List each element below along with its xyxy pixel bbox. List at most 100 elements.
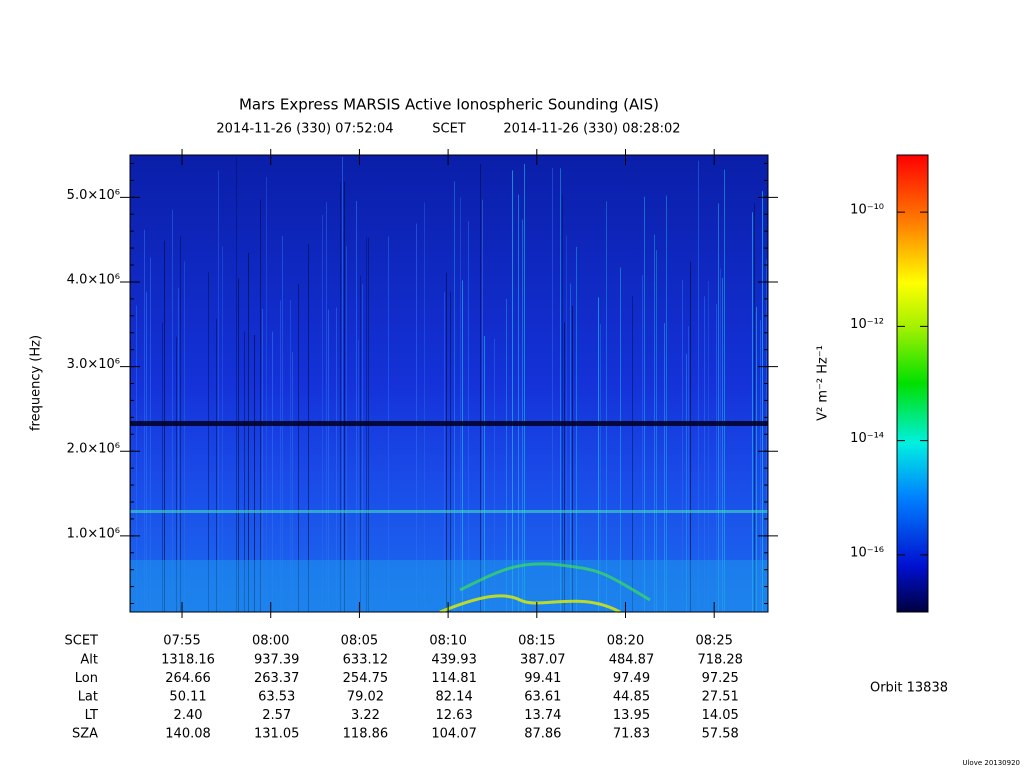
texture <box>576 246 577 612</box>
ephemeris-row-label: LT <box>85 708 98 723</box>
y-tick-label: 4.0×10⁶ <box>67 272 120 287</box>
ephemeris-value: 718.28 <box>697 653 743 668</box>
texture <box>248 252 249 613</box>
ephemeris-value: 12.63 <box>436 708 473 723</box>
texture <box>439 594 621 614</box>
texture <box>358 340 359 612</box>
ephemeris-value: 2.40 <box>174 708 203 723</box>
texture <box>446 272 447 612</box>
texture <box>272 331 273 612</box>
texture <box>642 275 643 612</box>
texture <box>280 300 281 612</box>
texture <box>459 562 651 602</box>
ephemeris-value: 97.25 <box>702 671 739 686</box>
ephemeris-value: 104.07 <box>431 727 477 742</box>
ephemeris-value: 97.49 <box>613 671 650 686</box>
texture <box>656 250 657 613</box>
ephemeris-row-label: Lat <box>78 690 98 705</box>
texture <box>130 510 768 513</box>
texture <box>606 201 607 613</box>
texture <box>146 291 147 612</box>
texture <box>644 196 645 613</box>
texture <box>340 182 341 612</box>
texture <box>326 202 327 612</box>
texture <box>720 268 721 612</box>
texture <box>460 197 461 612</box>
ephemeris-value: 50.11 <box>169 690 206 705</box>
texture <box>162 322 163 612</box>
ephemeris-row-label: Lon <box>75 671 98 686</box>
texture <box>564 322 565 612</box>
x-tick-label: 08:20 <box>607 634 644 649</box>
colorbar-label: V² m⁻² Hz⁻¹ <box>816 345 831 421</box>
ephemeris-value: 63.61 <box>524 690 561 705</box>
ephemeris-value: 633.12 <box>343 653 389 668</box>
texture <box>766 259 767 612</box>
texture <box>238 278 239 612</box>
texture <box>760 320 761 612</box>
ephemeris-value: 263.37 <box>254 671 300 686</box>
x-tick-label: 08:25 <box>695 634 732 649</box>
texture <box>598 297 599 612</box>
ephemeris-value: 13.74 <box>524 708 561 723</box>
x-tick-label: 08:00 <box>252 634 289 649</box>
ephemeris-value: 1318.16 <box>161 653 215 668</box>
texture <box>552 168 553 612</box>
texture <box>346 246 347 612</box>
ephemeris-value: 254.75 <box>343 671 389 686</box>
ephemeris-value: 79.02 <box>347 690 384 705</box>
colorbar <box>896 154 929 613</box>
texture <box>560 168 561 612</box>
texture <box>484 336 485 612</box>
texture <box>468 221 469 613</box>
texture <box>664 323 665 612</box>
ephemeris-row-label: Alt <box>80 653 98 668</box>
y-tick-label: 5.0×10⁶ <box>67 188 120 203</box>
ephemeris-value: 118.86 <box>343 727 389 742</box>
texture <box>344 181 345 612</box>
texture <box>704 296 705 612</box>
texture <box>362 284 363 612</box>
orbit-label: Orbit 13838 <box>870 681 948 696</box>
x-tick-label: 08:15 <box>518 634 555 649</box>
texture <box>290 300 291 612</box>
ephemeris-value: 63.53 <box>258 690 295 705</box>
colorbar-tick-label: 10⁻¹⁴ <box>850 431 884 446</box>
texture <box>176 336 177 612</box>
texture <box>718 203 719 613</box>
texture <box>130 560 768 612</box>
chart-title: Mars Express MARSIS Active Ionospheric S… <box>239 96 659 114</box>
texture <box>444 292 445 612</box>
texture <box>722 277 723 612</box>
x-tick-label: 08:10 <box>429 634 466 649</box>
texture <box>522 219 523 613</box>
texture <box>216 318 217 612</box>
texture <box>482 199 483 612</box>
colorbar-tick-label: 10⁻¹² <box>850 317 884 332</box>
texture <box>754 202 755 612</box>
texture <box>130 421 768 426</box>
texture <box>244 331 245 612</box>
ephemeris-value: 484.87 <box>609 653 655 668</box>
plot-area <box>130 155 768 614</box>
texture <box>266 177 267 612</box>
texture <box>222 246 223 613</box>
texture <box>682 279 683 612</box>
texture <box>752 212 753 612</box>
texture <box>424 202 425 613</box>
texture <box>150 257 151 612</box>
footer: Ulove 20130920 <box>962 759 1020 767</box>
texture <box>686 353 687 612</box>
texture <box>620 267 621 612</box>
texture <box>480 164 481 612</box>
texture <box>322 214 323 612</box>
texture <box>208 272 209 612</box>
y-tick-label: 3.0×10⁶ <box>67 357 120 372</box>
texture <box>254 335 255 612</box>
ephemeris-value: 140.08 <box>165 727 211 742</box>
texture <box>666 195 667 612</box>
x-tick-label: 08:05 <box>341 634 378 649</box>
colorbar-tick-label: 10⁻¹⁰ <box>850 203 884 218</box>
texture <box>450 291 451 612</box>
